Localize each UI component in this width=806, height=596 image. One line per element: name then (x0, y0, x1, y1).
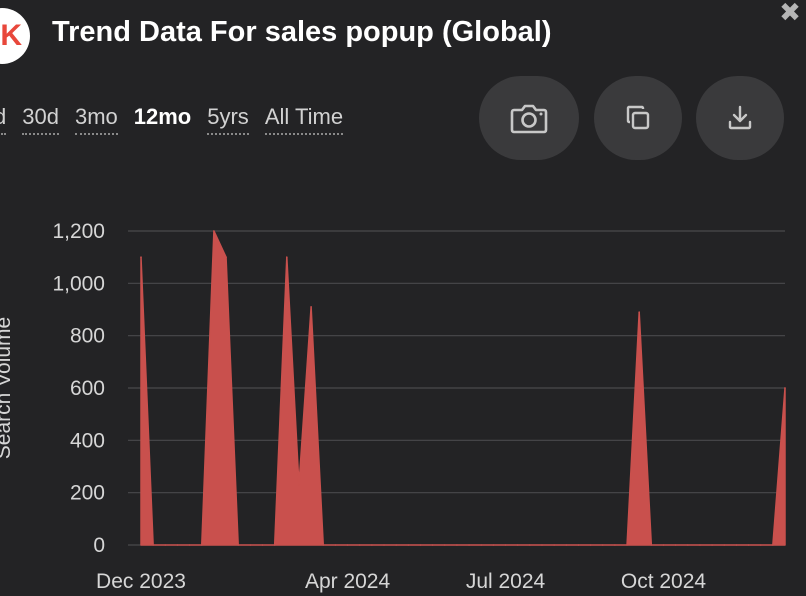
data-point (322, 544, 325, 546)
data-point (213, 230, 215, 232)
data-point (747, 544, 750, 546)
data-point (504, 544, 507, 546)
x-tick-label: Dec 2023 (96, 570, 186, 593)
data-point (735, 544, 738, 546)
data-point (614, 544, 616, 546)
data-point (674, 544, 677, 546)
download-button[interactable] (696, 76, 784, 160)
data-point (225, 256, 227, 258)
close-icon[interactable]: ✖ (779, 0, 801, 27)
page-title: Trend Data For sales popup (Global) (52, 16, 552, 48)
y-axis: 0 200 400 600 800 1,000 1,200 (52, 220, 105, 557)
range-5yrs[interactable]: 5yrs (207, 104, 249, 135)
data-point (261, 544, 264, 546)
x-tick-label: Oct 2024 (621, 570, 707, 593)
data-point (456, 544, 458, 546)
data-point (662, 544, 665, 546)
data-point (164, 544, 167, 546)
range-all-time[interactable]: All Time (264, 104, 344, 135)
data-point (140, 256, 142, 258)
data-point (638, 311, 640, 313)
data-point (650, 544, 653, 546)
y-tick-label: 400 (70, 429, 105, 452)
data-point (711, 544, 713, 546)
data-point (188, 544, 191, 546)
data-point (784, 387, 786, 389)
screenshot-button[interactable] (479, 76, 579, 160)
range-12mo[interactable]: 12mo (133, 104, 192, 129)
y-tick-label: 800 (70, 325, 105, 348)
data-point (298, 484, 300, 486)
range-7d[interactable]: d (0, 104, 7, 135)
data-point (516, 544, 519, 546)
data-point (334, 544, 337, 546)
data-point (468, 544, 470, 546)
data-point (431, 544, 434, 546)
copy-icon (626, 105, 650, 130)
y-axis-label: Search Volume (0, 317, 15, 459)
app-logo: K (0, 8, 30, 64)
download-icon (728, 105, 752, 130)
y-tick-label: 0 (93, 534, 105, 557)
data-point (480, 544, 483, 546)
camera-icon (510, 104, 548, 134)
data-point (249, 544, 252, 546)
data-point (699, 544, 701, 546)
data-point (237, 544, 240, 546)
data-point (565, 544, 568, 546)
data-point (395, 544, 397, 546)
x-tick-label: Jul 2024 (466, 570, 546, 593)
data-point (686, 544, 689, 546)
data-point (358, 544, 361, 546)
data-point (346, 544, 349, 546)
data-point (310, 306, 312, 308)
data-point (759, 544, 762, 546)
data-point (286, 256, 288, 258)
data-point (723, 544, 726, 546)
data-point (407, 544, 410, 546)
data-point (553, 544, 555, 546)
data-point (541, 544, 543, 546)
range-3mo[interactable]: 3mo (74, 104, 118, 135)
y-tick-label: 1,000 (52, 272, 105, 295)
time-range-selector: d 30d 3mo 12mo 5yrs All Time (0, 104, 359, 135)
x-tick-label: Apr 2024 (305, 570, 391, 593)
y-tick-label: 600 (70, 377, 105, 400)
data-point (443, 544, 446, 546)
search-volume-chart: 0 200 400 600 800 1,000 1,200 Dec 2023 Apr 2024… (0, 220, 786, 593)
data-point (772, 544, 774, 546)
range-30d[interactable]: 30d (22, 104, 59, 135)
data-point (152, 544, 154, 546)
copy-button[interactable] (594, 76, 682, 160)
data-point (419, 544, 422, 546)
data-point (529, 544, 531, 546)
data-point (577, 544, 580, 546)
grid-lines (128, 230, 785, 546)
data-point (601, 544, 604, 546)
y-tick-label: 1,200 (52, 220, 105, 243)
data-point (176, 544, 179, 546)
data-point (589, 544, 592, 546)
data-point (273, 544, 276, 546)
logo-letter: K (0, 19, 22, 52)
data-point (626, 544, 628, 546)
data-point (492, 544, 495, 546)
y-tick-label: 200 (70, 482, 105, 505)
data-point (383, 544, 385, 546)
data-point (200, 544, 203, 546)
x-axis: Dec 2023 Apr 2024 Jul 2024 Oct 2024 (96, 570, 706, 593)
data-point (371, 544, 373, 546)
